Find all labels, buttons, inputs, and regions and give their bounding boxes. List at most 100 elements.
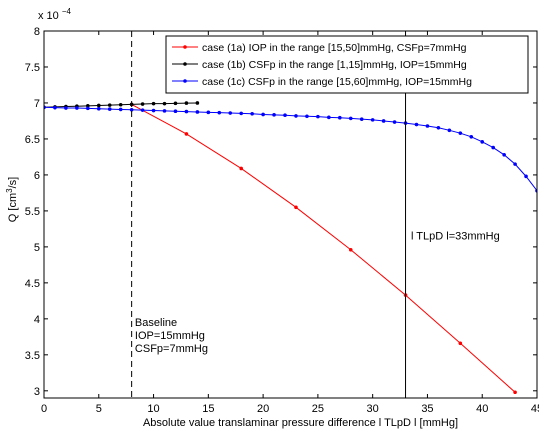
x-tick-label: 40 — [476, 403, 488, 415]
series-3-point — [228, 111, 233, 115]
series-3-point — [53, 105, 57, 110]
x-tick-label: 30 — [367, 403, 379, 415]
annotation-1-line: Baseline — [135, 317, 177, 329]
y-tick-label: 7 — [34, 98, 40, 110]
series-3-point — [392, 120, 397, 124]
y-tick-label: 3.5 — [25, 350, 40, 362]
x-tick-label: 10 — [147, 403, 159, 415]
x-axis-label: Absolute value translaminar pressure dif… — [143, 417, 458, 429]
y-tick-label: 4.5 — [25, 278, 40, 290]
series-3-point — [359, 117, 364, 121]
x-tick-label: 0 — [41, 403, 47, 415]
series-1-point — [348, 247, 353, 252]
legend-swatch-marker — [183, 45, 187, 49]
series-3-point — [129, 107, 134, 112]
series-3-point — [283, 113, 287, 117]
series-3-point — [327, 115, 331, 120]
y-multiplier: x 10 −4 — [38, 7, 72, 22]
x-tick-label: 25 — [312, 403, 324, 415]
series-2-point — [140, 102, 145, 106]
y-multiplier-exp: −4 — [62, 7, 72, 16]
y-axis-label-tail: /s] — [7, 177, 19, 189]
series-3-point — [381, 119, 386, 123]
x-tick-label: 45 — [531, 403, 539, 415]
series-3-point — [272, 113, 276, 117]
legend-box — [165, 35, 529, 94]
legend-items: case (1a) IOP in the range [15,50]mmHg, … — [172, 42, 472, 88]
series-3-point — [239, 111, 243, 116]
x-tick-label: 35 — [421, 403, 433, 415]
series-2-point — [86, 104, 90, 108]
y-tick-label: 6 — [34, 170, 40, 182]
series-3-point — [118, 107, 123, 112]
series-2-point — [107, 103, 112, 107]
y-axis-label-sup: 3 — [5, 188, 14, 193]
y-tick-label: 4 — [34, 314, 40, 326]
y-tick-label: 7.5 — [25, 62, 40, 74]
ticks-layer: 0 5 10 15 20 25 30 35 40 45 3 3.5 4 4.5 5 5.5 6 6.5 7 7.5 8 — [25, 26, 539, 415]
series-2-point — [184, 101, 189, 105]
series-2-point — [96, 103, 101, 108]
series-3-point — [469, 134, 474, 139]
series-3-point — [75, 106, 79, 110]
legend-entry-1: case (1a) IOP in the range [15,50]mmHg, … — [202, 42, 467, 54]
series-2-point — [195, 101, 200, 105]
series-line-1 — [131, 103, 516, 393]
series-2-point — [162, 101, 167, 106]
series-3-point — [206, 110, 211, 115]
series-1-point — [184, 132, 189, 136]
series-3-point — [64, 106, 68, 110]
x-tick-label: 5 — [96, 403, 102, 415]
series-3-point — [524, 174, 528, 179]
series-3-point — [491, 145, 495, 150]
series-line-3 — [44, 106, 537, 192]
y-tick-label: 6.5 — [25, 134, 40, 146]
series-3-point — [107, 107, 112, 111]
series-3-point — [316, 114, 320, 119]
series-2-point — [118, 102, 123, 107]
series-3-point — [338, 115, 342, 120]
series-3-point — [250, 111, 254, 116]
series-1-point — [294, 205, 298, 210]
series-3-point — [96, 106, 101, 111]
series-3-point — [195, 110, 200, 114]
series-1-point — [239, 166, 243, 171]
series-3-point — [502, 152, 506, 157]
y-tick-label: 5.5 — [25, 206, 40, 218]
series-3-point — [162, 109, 167, 113]
series-3-point — [425, 124, 430, 128]
legend-entry-3: case (1c) CSFp in the range [15,60]mmHg,… — [202, 76, 472, 88]
series-3-point — [294, 114, 298, 118]
legend-entry-2: case (1b) CSFp in the range [1,15]mmHg, … — [202, 59, 467, 71]
series-3-point — [436, 125, 441, 130]
series-3-point — [458, 131, 463, 135]
series-1-point — [513, 390, 517, 395]
series-3-point — [184, 109, 189, 114]
series-2-point — [151, 101, 156, 106]
series-3-point — [447, 128, 452, 133]
plot-frame — [43, 30, 538, 399]
series-3-point — [173, 109, 178, 114]
series-3-point — [513, 162, 517, 166]
y-axis-label-main: Q [cm — [7, 193, 19, 222]
series-3-point — [348, 116, 353, 121]
y-tick-label: 3 — [34, 386, 40, 398]
series-1-point — [458, 341, 463, 346]
legend: case (1a) IOP in the range [15,50]mmHg, … — [165, 35, 529, 94]
series-3-point — [151, 108, 156, 113]
y-tick-label: 8 — [34, 26, 40, 38]
y-axis-label: Q [cm3/s] — [5, 177, 19, 222]
series-3-point — [261, 112, 265, 117]
legend-swatch-marker — [183, 79, 187, 83]
x-tick-label: 15 — [202, 403, 214, 415]
series-3-point — [414, 122, 419, 127]
annotation-1-line: CSFp=7mmHg — [135, 343, 208, 355]
series-3-point — [140, 108, 145, 112]
series-3-point — [305, 114, 309, 119]
y-tick-label: 5 — [34, 242, 40, 254]
annotation-1-line: IOP=15mmHg — [135, 330, 205, 342]
legend-swatch-marker — [183, 62, 187, 66]
annotation-2-line: l TLpD l=33mmHg — [411, 231, 500, 243]
y-multiplier-base: x 10 — [38, 10, 59, 22]
